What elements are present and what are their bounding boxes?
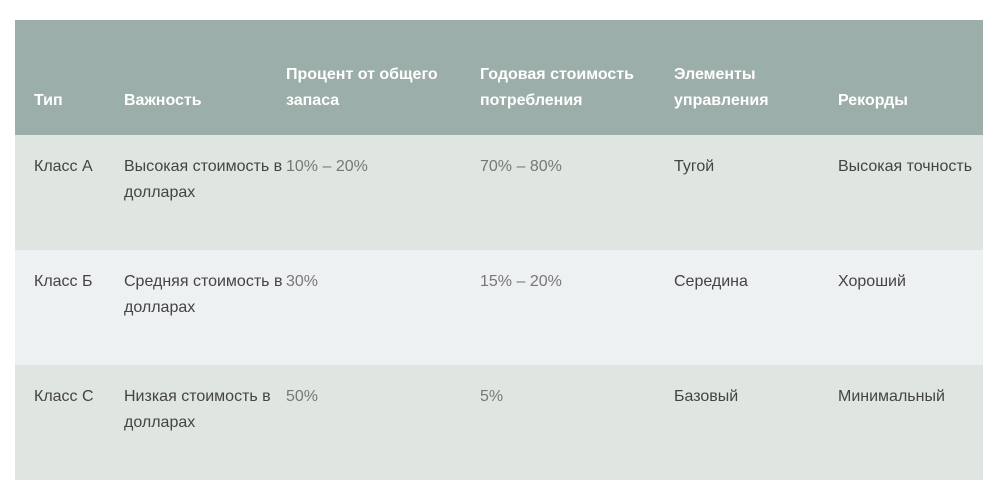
cell-percent-stock: 30% xyxy=(286,273,319,290)
abc-classification-table: Тип Важность Процент от общего запаса Го… xyxy=(15,20,983,480)
cell-records: Высокая точность xyxy=(838,158,973,175)
header-importance: Важность xyxy=(124,91,202,109)
header-controls: Элементы управления xyxy=(674,66,769,109)
cell-percent-stock: 50% xyxy=(286,388,319,405)
table-row: Класс А Высокая стоимость в долларах 10%… xyxy=(15,135,983,250)
cell-controls: Середина xyxy=(674,273,748,290)
table-header: Тип Важность Процент от общего запаса Го… xyxy=(15,20,983,135)
cell-annual-cost: 5% xyxy=(480,388,504,405)
header-row: Тип Важность Процент от общего запаса Го… xyxy=(15,20,983,135)
header-records: Рекорды xyxy=(838,91,908,109)
cell-type: Класс Б xyxy=(34,273,93,290)
cell-percent-stock: 10% – 20% xyxy=(286,158,368,175)
cell-importance: Средняя стоимость в долларах xyxy=(124,273,283,316)
table-row: Класс С Низкая стоимость в долларах 50% … xyxy=(15,365,983,480)
header-percent-stock: Процент от общего запаса xyxy=(286,66,438,109)
cell-annual-cost: 70% – 80% xyxy=(480,158,562,175)
cell-records: Хороший xyxy=(838,273,906,290)
cell-annual-cost: 15% – 20% xyxy=(480,273,562,290)
cell-controls: Базовый xyxy=(674,388,739,405)
cell-importance: Низкая стоимость в долларах xyxy=(124,388,271,431)
cell-type: Класс С xyxy=(34,388,94,405)
header-annual-cost: Годовая стоимость потребления xyxy=(480,66,634,109)
table-row: Класс Б Средняя стоимость в долларах 30%… xyxy=(15,250,983,365)
cell-records: Минимальный xyxy=(838,388,945,405)
header-type: Тип xyxy=(34,91,63,109)
cell-controls: Тугой xyxy=(674,158,715,175)
cell-importance: Высокая стоимость в долларах xyxy=(124,158,283,201)
cell-type: Класс А xyxy=(34,158,93,175)
